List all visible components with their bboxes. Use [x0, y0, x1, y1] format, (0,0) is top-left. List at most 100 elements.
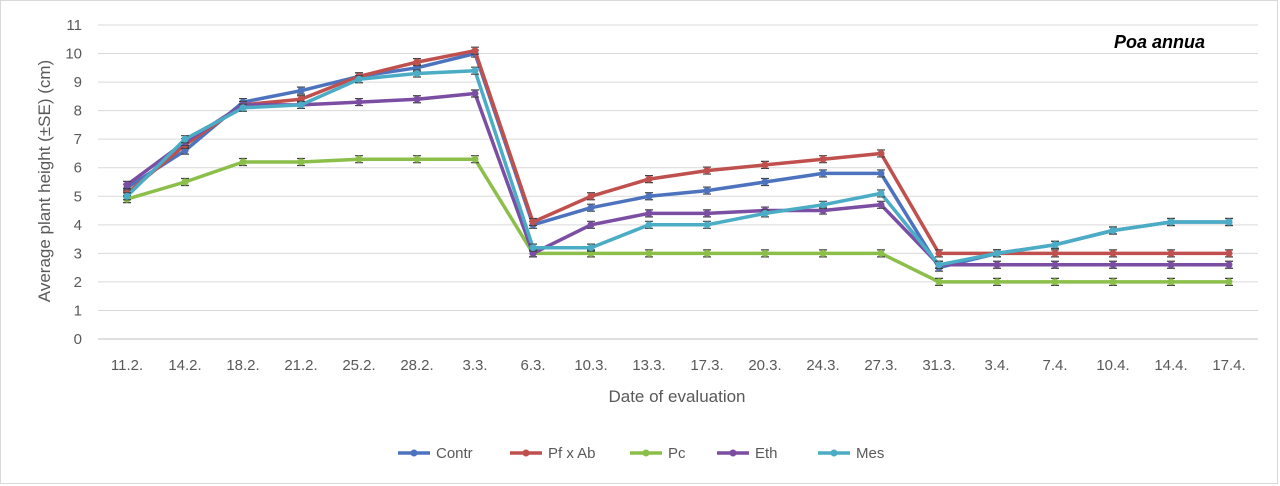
x-tick-label: 3.3.	[462, 357, 487, 374]
data-point	[355, 75, 363, 83]
y-tick-label: 6	[74, 160, 82, 177]
data-point	[123, 192, 131, 200]
data-point	[1225, 261, 1233, 269]
data-point	[935, 261, 943, 269]
data-point	[355, 98, 363, 106]
y-axis-ticks: 0 1 2 3 4 5 6 7 8 9 10 11	[65, 17, 82, 348]
x-tick-label: 28.2.	[400, 357, 433, 374]
data-point	[1167, 249, 1175, 257]
data-point	[877, 201, 885, 209]
data-point	[297, 101, 305, 109]
series-mes	[123, 66, 1233, 269]
legend-marker	[830, 449, 838, 457]
legend-marker	[522, 449, 530, 457]
data-point	[471, 67, 479, 75]
y-tick-label: 4	[74, 217, 82, 234]
legend-item: Mes	[818, 445, 884, 462]
data-point	[935, 249, 943, 257]
data-point	[1109, 227, 1117, 235]
y-axis-title: Average plant height (±SE) (cm)	[35, 60, 54, 302]
data-point	[587, 221, 595, 229]
y-tick-label: 7	[74, 131, 82, 148]
data-point	[645, 249, 653, 257]
y-tick-label: 1	[74, 302, 82, 319]
series-line	[125, 48, 1229, 256]
x-tick-label: 17.4.	[1212, 357, 1245, 374]
legend-marker	[642, 449, 650, 457]
x-tick-label: 11.2.	[111, 357, 143, 374]
y-tick-label: 2	[74, 274, 82, 291]
data-point	[297, 87, 305, 95]
data-point	[935, 278, 943, 286]
data-point	[819, 155, 827, 163]
x-tick-label: 3.4.	[984, 357, 1009, 374]
legend-label: Contr	[436, 445, 473, 462]
x-tick-label: 6.3.	[520, 357, 545, 374]
x-axis-title: Date of evaluation	[608, 387, 745, 406]
data-point	[703, 187, 711, 195]
data-point	[993, 278, 1001, 286]
series-line	[125, 68, 1229, 267]
legend-label: Mes	[856, 445, 884, 462]
data-point	[239, 158, 247, 166]
data-point	[1051, 261, 1059, 269]
data-point	[1109, 278, 1117, 286]
data-point	[645, 221, 653, 229]
data-point	[761, 249, 769, 257]
data-point	[413, 70, 421, 78]
x-tick-label: 20.3.	[748, 357, 781, 374]
data-point	[181, 178, 189, 186]
y-tick-label: 9	[74, 74, 82, 91]
x-axis-ticks: 11.2. 14.2. 18.2. 21.2. 25.2. 28.2. 3.3. 6.3. 10…	[111, 357, 1246, 374]
data-point	[239, 104, 247, 112]
legend-label: Pf x Ab	[548, 445, 596, 462]
data-point	[587, 204, 595, 212]
data-point	[1051, 278, 1059, 286]
data-point	[413, 95, 421, 103]
x-tick-label: 7.4.	[1042, 357, 1067, 374]
data-point	[297, 158, 305, 166]
data-point	[1051, 241, 1059, 249]
data-point	[703, 167, 711, 175]
data-point	[761, 161, 769, 169]
data-point	[993, 261, 1001, 269]
data-point	[819, 249, 827, 257]
legend-marker	[729, 449, 737, 457]
chart-title: Poa annua	[1114, 32, 1205, 52]
data-point	[1167, 218, 1175, 226]
data-point	[413, 58, 421, 66]
data-point	[819, 169, 827, 177]
data-point	[877, 189, 885, 197]
x-tick-label: 13.3.	[632, 357, 665, 374]
legend-item: Pf x Ab	[510, 445, 596, 462]
y-tick-label: 0	[74, 331, 82, 348]
data-point	[1051, 249, 1059, 257]
data-point	[1167, 261, 1175, 269]
data-point	[587, 192, 595, 200]
data-point	[471, 155, 479, 163]
data-point	[877, 149, 885, 157]
data-point	[993, 249, 1001, 257]
data-point	[645, 192, 653, 200]
data-point	[1109, 249, 1117, 257]
data-point	[1225, 218, 1233, 226]
legend: Contr Pf x Ab Pc Eth Mes	[398, 445, 884, 462]
data-point	[413, 155, 421, 163]
data-point	[529, 244, 537, 252]
data-point	[471, 47, 479, 55]
data-point	[703, 209, 711, 217]
x-tick-label: 18.2.	[226, 357, 259, 374]
data-point	[819, 201, 827, 209]
data-point	[703, 221, 711, 229]
x-tick-label: 31.3.	[922, 357, 955, 374]
legend-label: Pc	[668, 445, 686, 462]
legend-marker	[410, 449, 418, 457]
legend-item: Pc	[630, 445, 686, 462]
x-tick-label: 25.2.	[342, 357, 375, 374]
data-point	[1225, 249, 1233, 257]
legend-item: Contr	[398, 445, 473, 462]
x-tick-label: 24.3.	[806, 357, 839, 374]
data-point	[529, 218, 537, 226]
